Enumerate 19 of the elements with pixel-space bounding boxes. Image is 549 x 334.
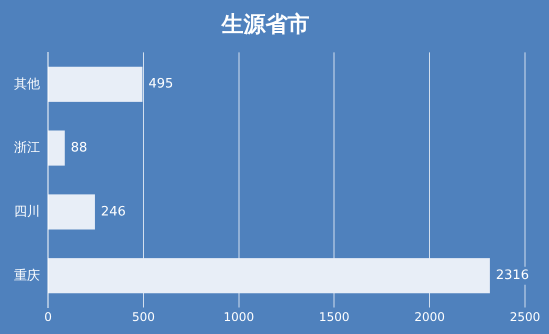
x-tick-label: 1000 bbox=[224, 310, 254, 324]
data-label: 88 bbox=[70, 140, 88, 156]
x-tick-label: 0 bbox=[44, 310, 52, 324]
x-tick-label: 500 bbox=[132, 310, 155, 324]
y-tick-label: 重庆 bbox=[14, 267, 40, 282]
data-label: 246 bbox=[100, 204, 126, 220]
y-tick-label: 四川 bbox=[14, 203, 40, 218]
bar bbox=[48, 258, 490, 294]
chart-title: 生源省市 bbox=[220, 11, 310, 36]
x-tick-label: 2000 bbox=[414, 310, 445, 324]
data-label: 495 bbox=[148, 76, 174, 92]
x-tick-label: 2500 bbox=[510, 310, 540, 324]
data-label: 2316 bbox=[496, 268, 529, 284]
x-tick-label: 1500 bbox=[318, 310, 350, 324]
bar bbox=[48, 194, 95, 230]
bar bbox=[48, 66, 142, 102]
bar bbox=[48, 130, 65, 166]
y-tick-label: 浙江 bbox=[14, 140, 40, 155]
y-tick-label: 其他 bbox=[14, 76, 40, 91]
